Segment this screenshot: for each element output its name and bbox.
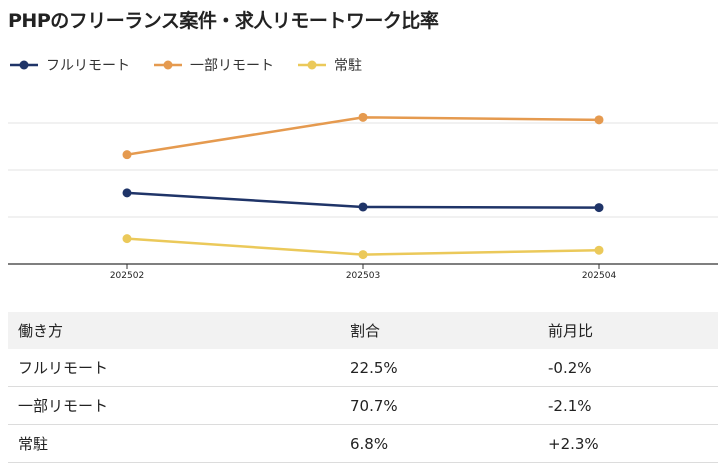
cell-ratio: 70.7% bbox=[340, 386, 538, 425]
data-point-onsite-202502 bbox=[122, 234, 132, 244]
cell-work-style: 一部リモート bbox=[8, 386, 340, 425]
ratio-table: 働き方 割合 前月比 フルリモート 22.5% -0.2% 一部リモート 70.… bbox=[8, 312, 718, 463]
header-work-style: 働き方 bbox=[8, 312, 340, 349]
cell-ratio: 22.5% bbox=[340, 349, 538, 387]
legend-label-onsite: 常駐 bbox=[334, 58, 362, 74]
legend-item-onsite[interactable]: 常駐 bbox=[298, 55, 362, 75]
cell-work-style: フルリモート bbox=[8, 349, 340, 387]
data-point-full-remote-202503 bbox=[358, 202, 368, 212]
cell-mom-change: +2.3% bbox=[538, 424, 718, 463]
data-point-partial-remote-202502 bbox=[122, 150, 132, 160]
chart-title: PHPのフリーランス案件・求人リモートワーク比率 bbox=[8, 10, 439, 32]
cell-mom-change: -0.2% bbox=[538, 349, 718, 387]
header-mom-change: 前月比 bbox=[538, 312, 718, 349]
legend-label-full-remote: フルリモート bbox=[46, 58, 130, 74]
cell-ratio: 6.8% bbox=[340, 424, 538, 463]
legend-item-full-remote[interactable]: フルリモート bbox=[10, 55, 130, 75]
table-header-row: 働き方 割合 前月比 bbox=[8, 312, 718, 349]
x-tick-label-202504: 202504 bbox=[582, 271, 617, 281]
legend-marker-onsite bbox=[298, 60, 326, 70]
legend-item-partial-remote[interactable]: 一部リモート bbox=[154, 55, 274, 75]
legend-marker-partial-remote bbox=[154, 60, 182, 70]
line-chart: 202502 202503 202504 bbox=[8, 112, 718, 281]
data-point-full-remote-202504 bbox=[594, 203, 604, 213]
x-tick-label-202502: 202502 bbox=[110, 271, 144, 281]
chart-legend: フルリモート 一部リモート 常駐 bbox=[10, 54, 362, 76]
table-row: 一部リモート 70.7% -2.1% bbox=[8, 386, 718, 425]
legend-label-partial-remote: 一部リモート bbox=[190, 58, 274, 74]
header-ratio: 割合 bbox=[340, 312, 538, 349]
data-point-onsite-202504 bbox=[594, 245, 604, 255]
data-point-partial-remote-202504 bbox=[594, 115, 604, 125]
cell-work-style: 常駐 bbox=[8, 424, 340, 463]
table-row: フルリモート 22.5% -0.2% bbox=[8, 349, 718, 387]
x-tick-label-202503: 202503 bbox=[346, 271, 380, 281]
legend-marker-full-remote bbox=[10, 60, 38, 70]
data-point-partial-remote-202503 bbox=[358, 112, 368, 122]
cell-mom-change: -2.1% bbox=[538, 386, 718, 425]
table-row: 常駐 6.8% +2.3% bbox=[8, 424, 718, 463]
data-point-onsite-202503 bbox=[358, 250, 368, 260]
data-point-full-remote-202502 bbox=[122, 188, 132, 198]
